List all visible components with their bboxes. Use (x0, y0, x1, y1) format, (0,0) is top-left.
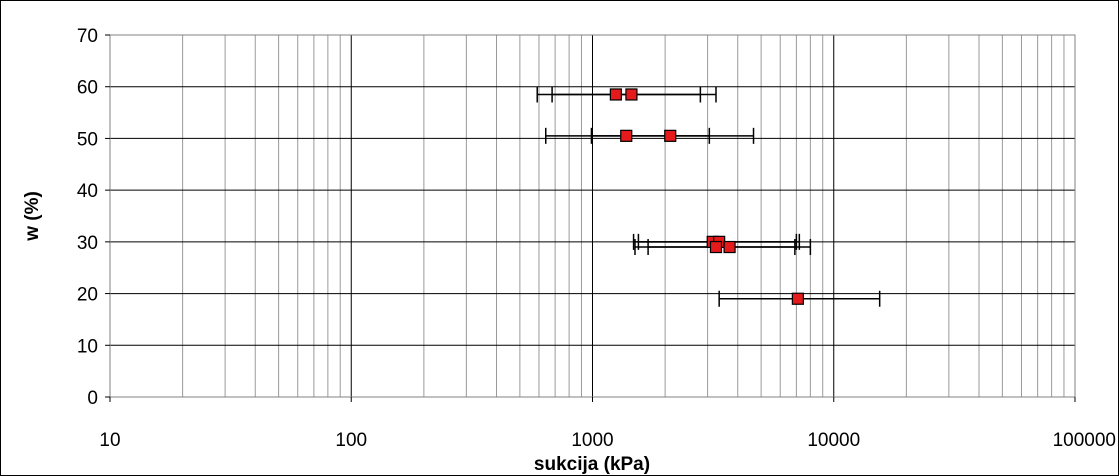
x-tick-label: 10 (99, 430, 120, 451)
y-tick-label: 20 (77, 285, 98, 306)
gridlines (109, 34, 1075, 398)
y-tick-label: 10 (77, 336, 98, 357)
data-point (723, 240, 736, 254)
y-axis-title: w (%) (22, 191, 43, 242)
y-tick-label: 30 (77, 233, 98, 254)
y-tick-label: 50 (77, 129, 98, 150)
x-axis-title: sukcija (kPa) (534, 454, 650, 475)
data-point (620, 129, 633, 142)
y-tick-label: 70 (77, 26, 98, 47)
y-tick-label: 40 (77, 181, 98, 202)
y-axis-ticks: 0 10 20 30 40 50 60 70 (77, 26, 110, 409)
data-series (536, 86, 881, 307)
data-point (609, 88, 622, 101)
x-tick-label: 100000 (1053, 430, 1116, 451)
x-tick-label: 1000 (571, 430, 613, 451)
x-tick-label: 100 (335, 430, 367, 451)
data-point (791, 292, 804, 305)
data-point (709, 240, 723, 254)
x-axis-ticks: 10 100 1000 10000 100000 (99, 397, 1116, 451)
y-tick-label: 0 (87, 388, 98, 409)
data-point (664, 129, 677, 142)
x-tick-label: 10000 (807, 430, 860, 451)
data-point (625, 88, 638, 101)
y-tick-label: 60 (77, 78, 98, 99)
